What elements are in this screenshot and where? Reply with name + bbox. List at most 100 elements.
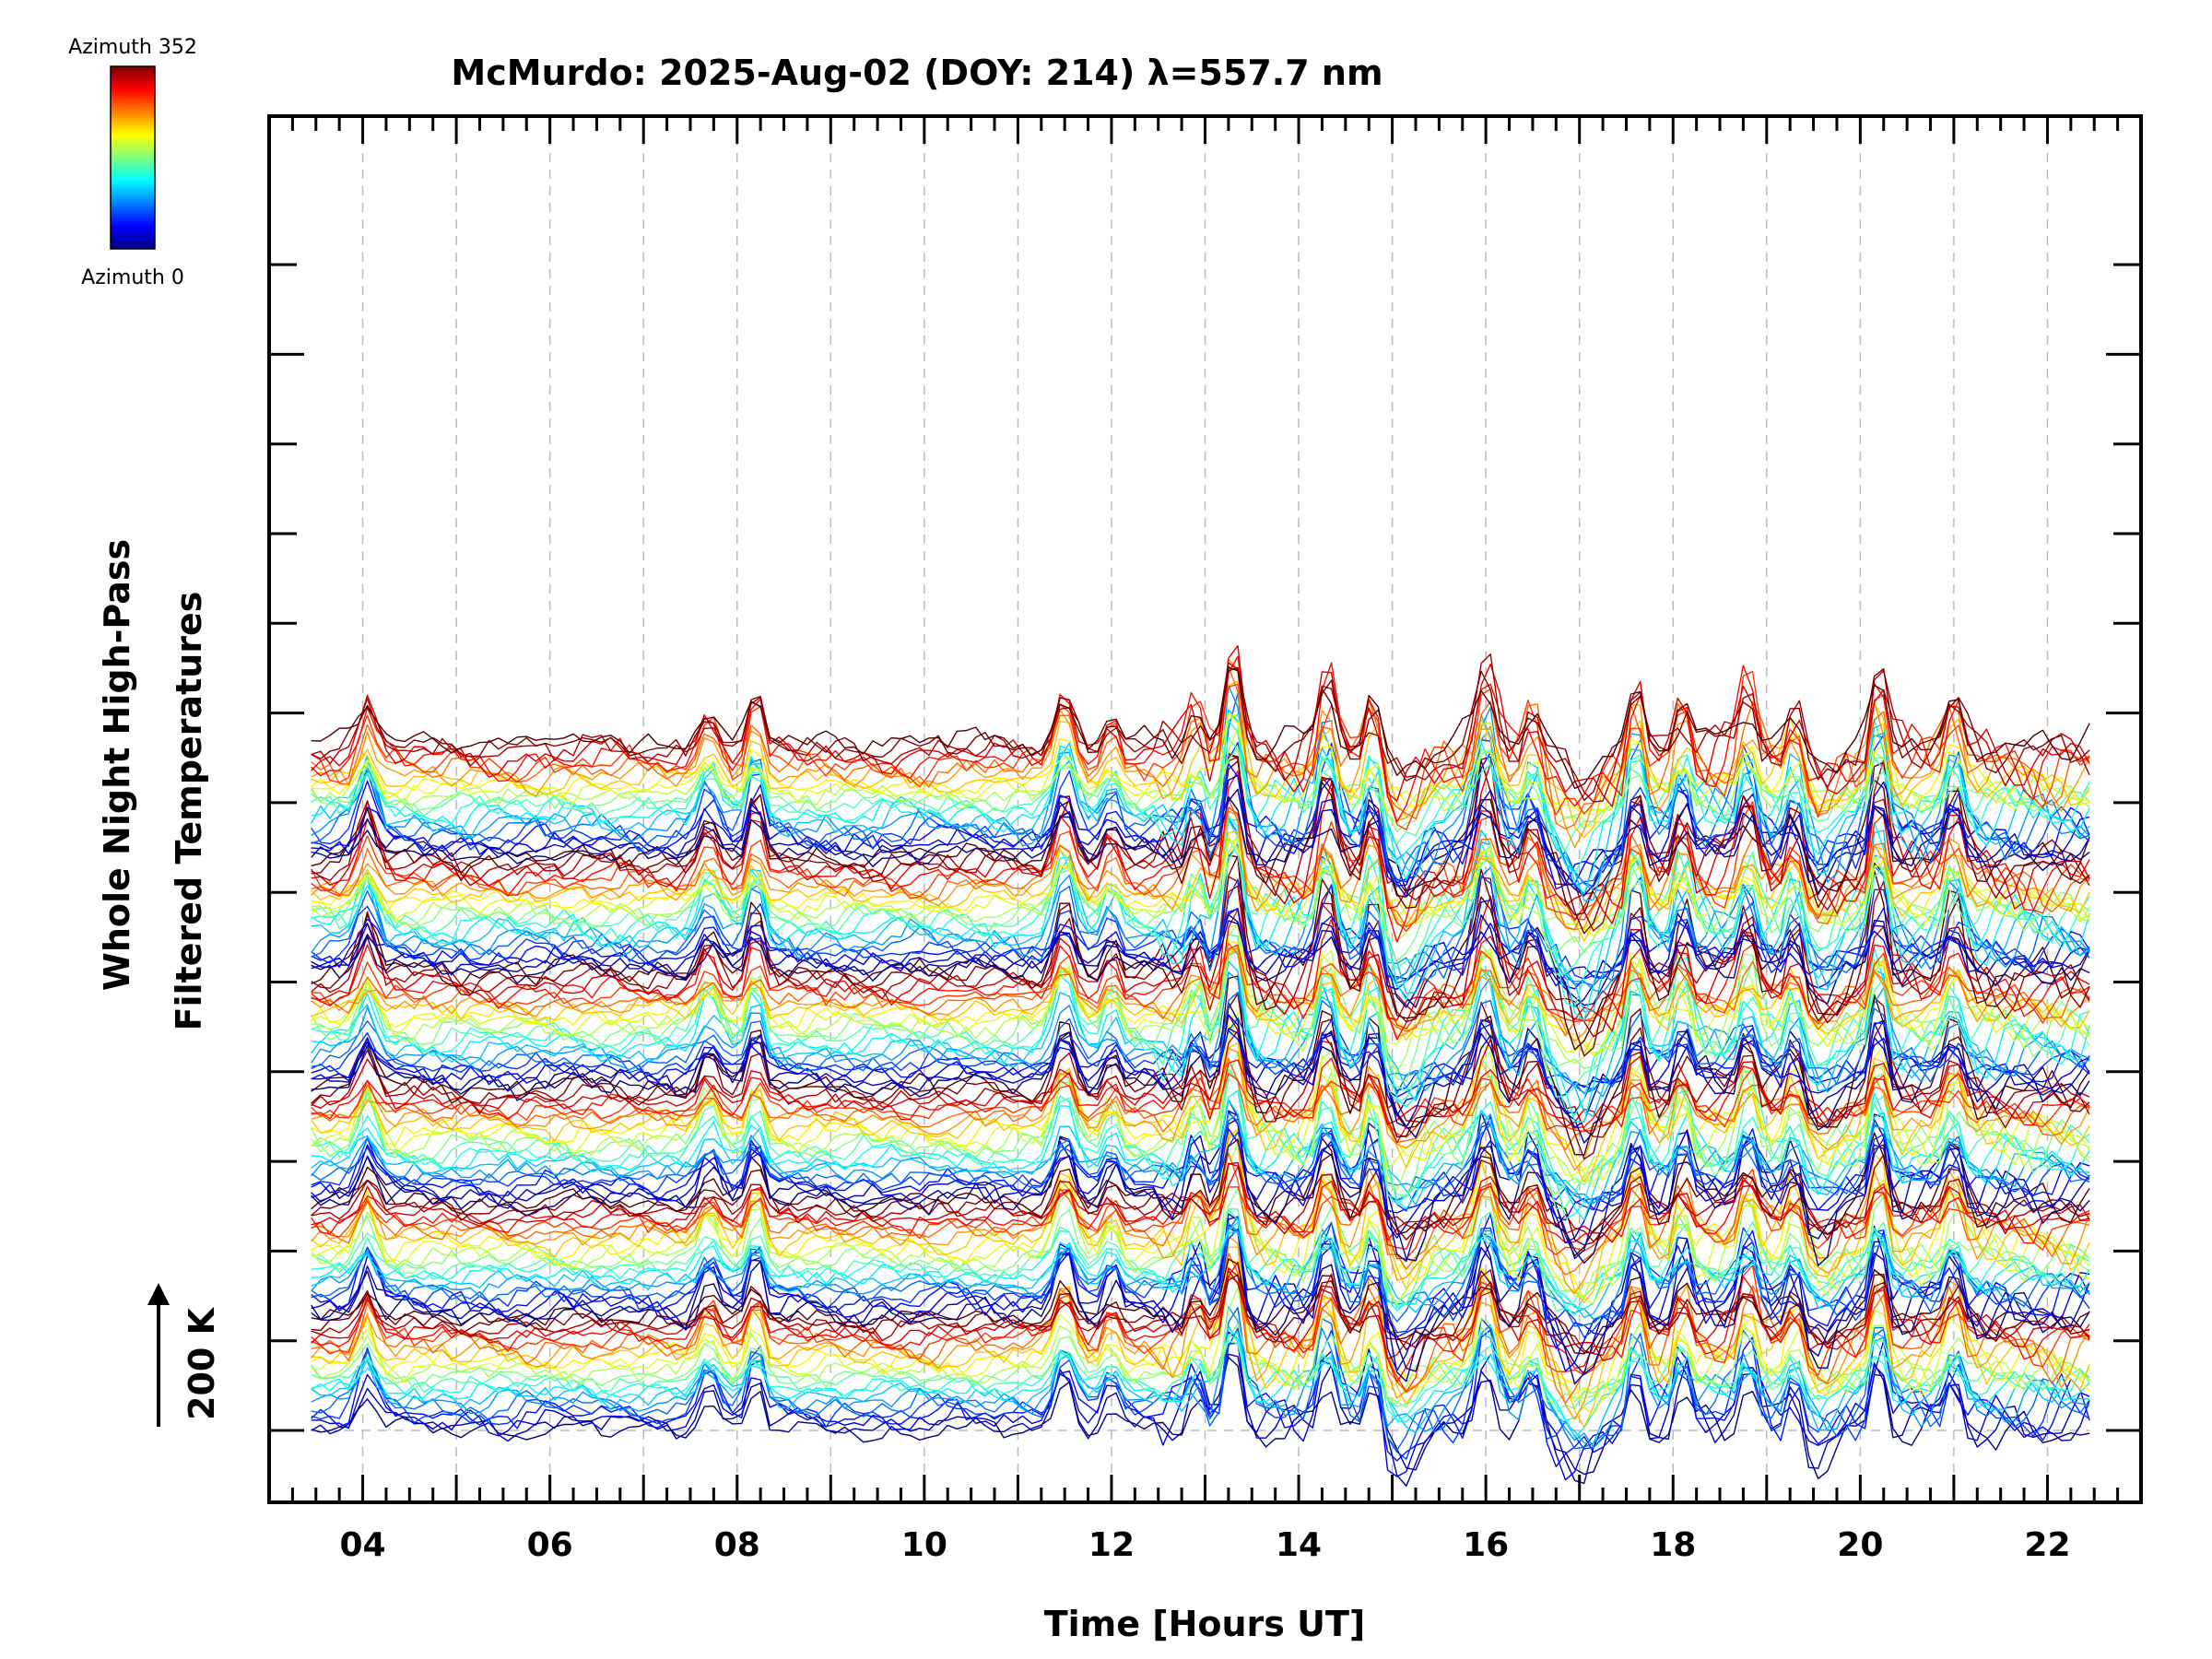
series-line xyxy=(311,752,2090,924)
series-line xyxy=(311,727,2090,824)
series-line xyxy=(311,1051,2090,1197)
series-line xyxy=(311,774,2090,887)
series-line xyxy=(311,947,2090,1053)
series-line xyxy=(311,1154,2090,1242)
series-line xyxy=(311,801,2090,932)
series-line xyxy=(311,960,2090,1117)
x-tick-label: 06 xyxy=(527,1526,573,1564)
colorbar xyxy=(110,65,156,250)
series-line xyxy=(311,751,2090,890)
series-line xyxy=(311,1353,2090,1487)
series-line xyxy=(311,1334,2090,1421)
series-line xyxy=(311,1331,2090,1481)
series-line xyxy=(311,1306,2090,1452)
series-line xyxy=(311,944,2090,1082)
series-line xyxy=(311,836,2090,936)
series-line xyxy=(311,713,2090,895)
series-line xyxy=(311,925,2090,1054)
x-tick-labels: 04 06 08 10 12 14 16 18 20 22 xyxy=(339,1526,2070,1564)
scale-bar-label: 200 K xyxy=(182,1306,222,1420)
series-line xyxy=(311,1222,2090,1320)
temperature-series xyxy=(311,645,2090,1487)
x-tick-label: 16 xyxy=(1463,1526,1509,1564)
series-line xyxy=(311,1142,2090,1305)
x-tick-label: 22 xyxy=(2024,1526,2070,1564)
series-line xyxy=(311,1057,2090,1151)
series-line xyxy=(311,940,2090,1056)
series-line xyxy=(311,655,2090,823)
colorbar-max-label: Azimuth 352 xyxy=(68,36,197,59)
axis-ticks xyxy=(269,116,2141,1502)
series-line xyxy=(311,818,2090,1013)
series-line xyxy=(311,796,2090,897)
series-line xyxy=(311,1118,2090,1257)
series-line xyxy=(311,734,2090,888)
series-line xyxy=(311,756,2090,932)
series-line xyxy=(311,934,2090,1116)
series-line xyxy=(311,1340,2090,1413)
series-line xyxy=(311,653,2090,803)
series-line xyxy=(311,1089,2090,1221)
series-line xyxy=(311,1230,2090,1318)
series-line xyxy=(311,942,2090,1037)
series-line xyxy=(311,942,2090,1098)
series-line xyxy=(311,1099,2090,1206)
series-line xyxy=(311,666,2090,790)
scale-bar: 200 K xyxy=(147,1283,222,1427)
series-line xyxy=(311,666,2090,801)
series-line xyxy=(311,1261,2090,1382)
series-line xyxy=(311,944,2090,1030)
series-line xyxy=(311,684,2090,891)
series-line xyxy=(311,971,2090,1098)
series-line xyxy=(311,712,2090,816)
series-line xyxy=(311,1112,2090,1204)
series-line xyxy=(311,1129,2090,1304)
series-line xyxy=(311,1128,2090,1303)
vertical-grid xyxy=(361,120,2049,1499)
series-line xyxy=(311,842,2090,986)
scale-arrow-head xyxy=(147,1283,170,1305)
series-line xyxy=(311,993,2090,1160)
series-line xyxy=(311,1110,2090,1263)
series-line xyxy=(311,841,2090,962)
x-axis-label: Time [Hours UT] xyxy=(1044,1604,1366,1644)
series-line xyxy=(311,1271,2090,1400)
series-line xyxy=(311,839,2090,931)
series-line xyxy=(311,1270,2090,1354)
colorbar-min-label: Azimuth 0 xyxy=(81,266,184,289)
series-line xyxy=(311,1067,2090,1138)
x-tick-label: 08 xyxy=(714,1526,760,1564)
series-line xyxy=(311,1329,2090,1467)
colorbar-legend: Azimuth 352 Azimuth 0 xyxy=(68,36,197,289)
series-line xyxy=(311,1115,2090,1221)
series-line xyxy=(311,909,2090,1041)
y-axis-label-line2: Filtered Temperatures xyxy=(169,592,209,1031)
chart-title: McMurdo: 2025-Aug-02 (DOY: 214) λ=557.7 … xyxy=(451,53,1382,93)
series-line xyxy=(311,1258,2090,1355)
series-line xyxy=(311,709,2090,901)
series-line xyxy=(311,1221,2090,1338)
series-line xyxy=(311,1208,2090,1316)
x-tick-label: 12 xyxy=(1088,1526,1135,1564)
x-tick-label: 18 xyxy=(1650,1526,1696,1564)
series-line xyxy=(311,838,2090,976)
x-tick-label: 14 xyxy=(1276,1526,1322,1564)
series-line xyxy=(311,1070,2090,1210)
series-line xyxy=(311,920,2090,1008)
series-line xyxy=(311,810,2090,931)
series-line xyxy=(311,1213,2090,1349)
series-line xyxy=(311,817,2090,994)
series-line xyxy=(311,1030,2090,1128)
series-line xyxy=(311,1024,2090,1187)
series-line xyxy=(311,1317,2090,1460)
series-line xyxy=(311,876,2090,1038)
series-line xyxy=(311,737,2090,851)
series-line xyxy=(311,671,2090,830)
series-line xyxy=(311,885,2090,1032)
series-line xyxy=(311,900,2090,987)
series-line xyxy=(311,692,2090,888)
series-line xyxy=(311,1269,2090,1357)
series-line xyxy=(311,1260,2090,1415)
series-line xyxy=(311,1057,2090,1144)
series-line xyxy=(311,947,2090,1042)
